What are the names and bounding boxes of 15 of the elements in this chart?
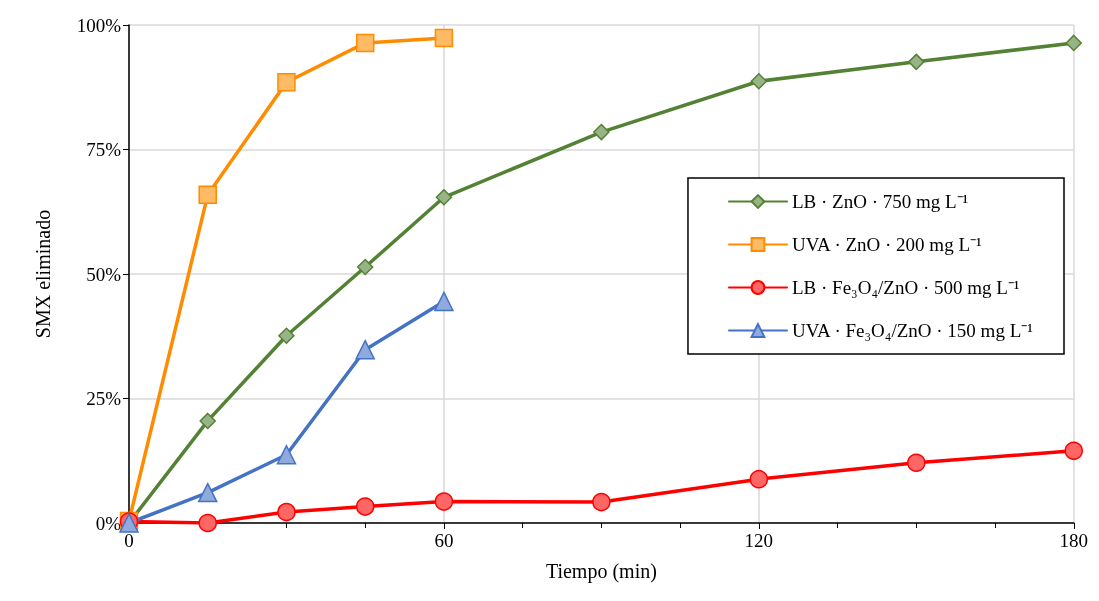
y-tick-label: 75% [86, 139, 122, 160]
y-tick-label: 100% [76, 14, 122, 36]
y-tick-label: 50% [86, 263, 122, 285]
y-tick-label: 0% [95, 512, 122, 534]
x-tick-label: 0 [124, 530, 134, 551]
legend-label: UVA · Fe₃O₄/ZnO · 150 mg L⁻¹ [791, 320, 1034, 341]
y-axis-title: SMX eliminado [32, 209, 54, 339]
legend-label: LB · Fe₃O₄/ZnO · 500 mg L⁻¹ [791, 277, 1020, 298]
legend-label: UVA · ZnO · 200 mg L⁻¹ [791, 234, 983, 255]
x-tick-label: 120 [744, 530, 774, 551]
x-tick-label: 180 [1059, 530, 1088, 551]
x-axis-title: Tiempo (min) [545, 560, 657, 583]
y-tick-label: 25% [86, 388, 122, 409]
x-tick-label: 60 [434, 530, 454, 551]
legend-label: LB · ZnO · 750 mg L⁻¹ [791, 191, 969, 212]
